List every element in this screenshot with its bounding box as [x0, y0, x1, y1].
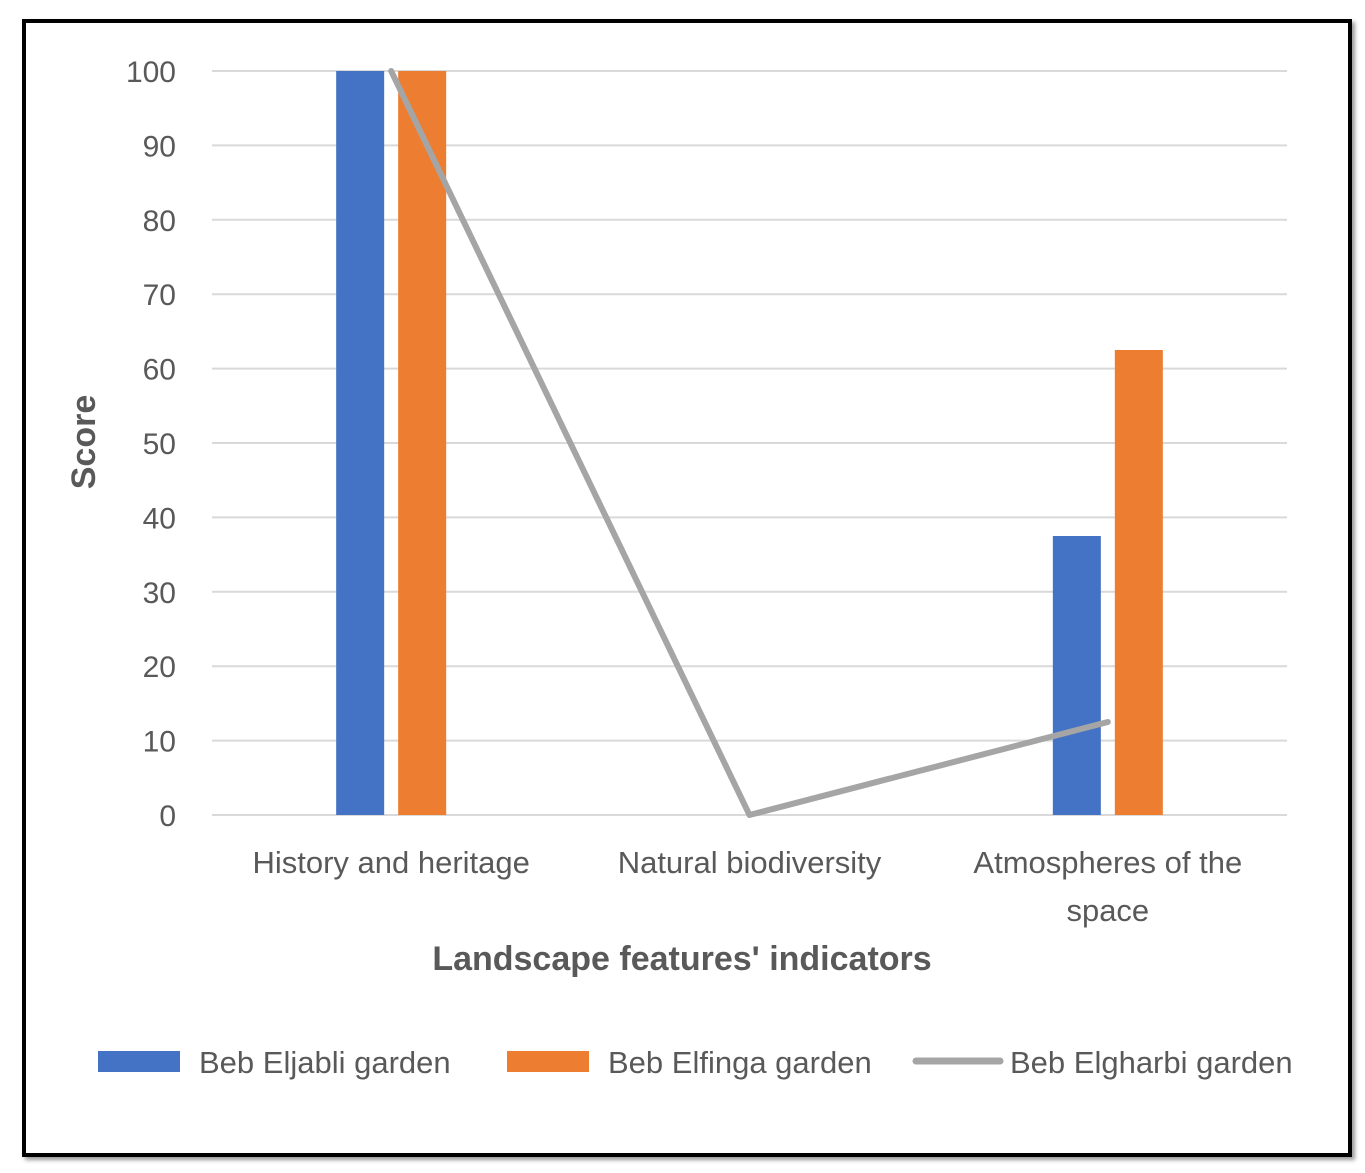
y-axis-title: Score	[65, 395, 103, 490]
legend-swatch-beb-elfinga-garden	[507, 1051, 589, 1072]
bar-beb-eljabli-garden	[1052, 536, 1101, 815]
y-tick-label: 40	[143, 502, 176, 535]
y-tick-label: 90	[143, 130, 176, 163]
y-tick-label: 70	[143, 279, 176, 312]
y-tick-label: 10	[143, 726, 176, 759]
y-tick-label: 20	[143, 651, 176, 684]
legend-swatch-beb-eljabli-garden	[98, 1051, 180, 1072]
bar-beb-elfinga-garden	[1114, 350, 1163, 815]
x-axis-title: Landscape features' indicators	[432, 940, 931, 978]
x-category-label: Atmospheres of the space	[973, 845, 1242, 928]
x-category-line: History and heritage	[252, 845, 529, 880]
bar-beb-eljabli-garden	[336, 71, 385, 815]
legend-label-beb-elfinga-garden: Beb Elfinga garden	[608, 1045, 872, 1080]
y-tick-label: 80	[143, 205, 176, 238]
x-category-label: History and heritage	[252, 845, 529, 880]
x-category-line: space	[1066, 893, 1149, 928]
bar-beb-elfinga-garden	[398, 71, 447, 815]
line-beb-elgharbi-garden	[388, 68, 1111, 818]
legend-label-beb-eljabli-garden: Beb Eljabli garden	[199, 1045, 451, 1080]
x-category-label: Natural biodiversity	[618, 845, 882, 880]
legend-label-beb-elgharbi-garden: Beb Elgharbi garden	[1010, 1045, 1293, 1080]
y-tick-label: 0	[159, 800, 176, 833]
y-tick-label: 30	[143, 577, 176, 610]
x-category-line: Atmospheres of the	[973, 845, 1242, 880]
y-tick-label: 60	[143, 354, 176, 387]
y-tick-label: 100	[126, 56, 176, 89]
x-category-line: Natural biodiversity	[618, 845, 882, 880]
y-tick-label: 50	[143, 428, 176, 461]
